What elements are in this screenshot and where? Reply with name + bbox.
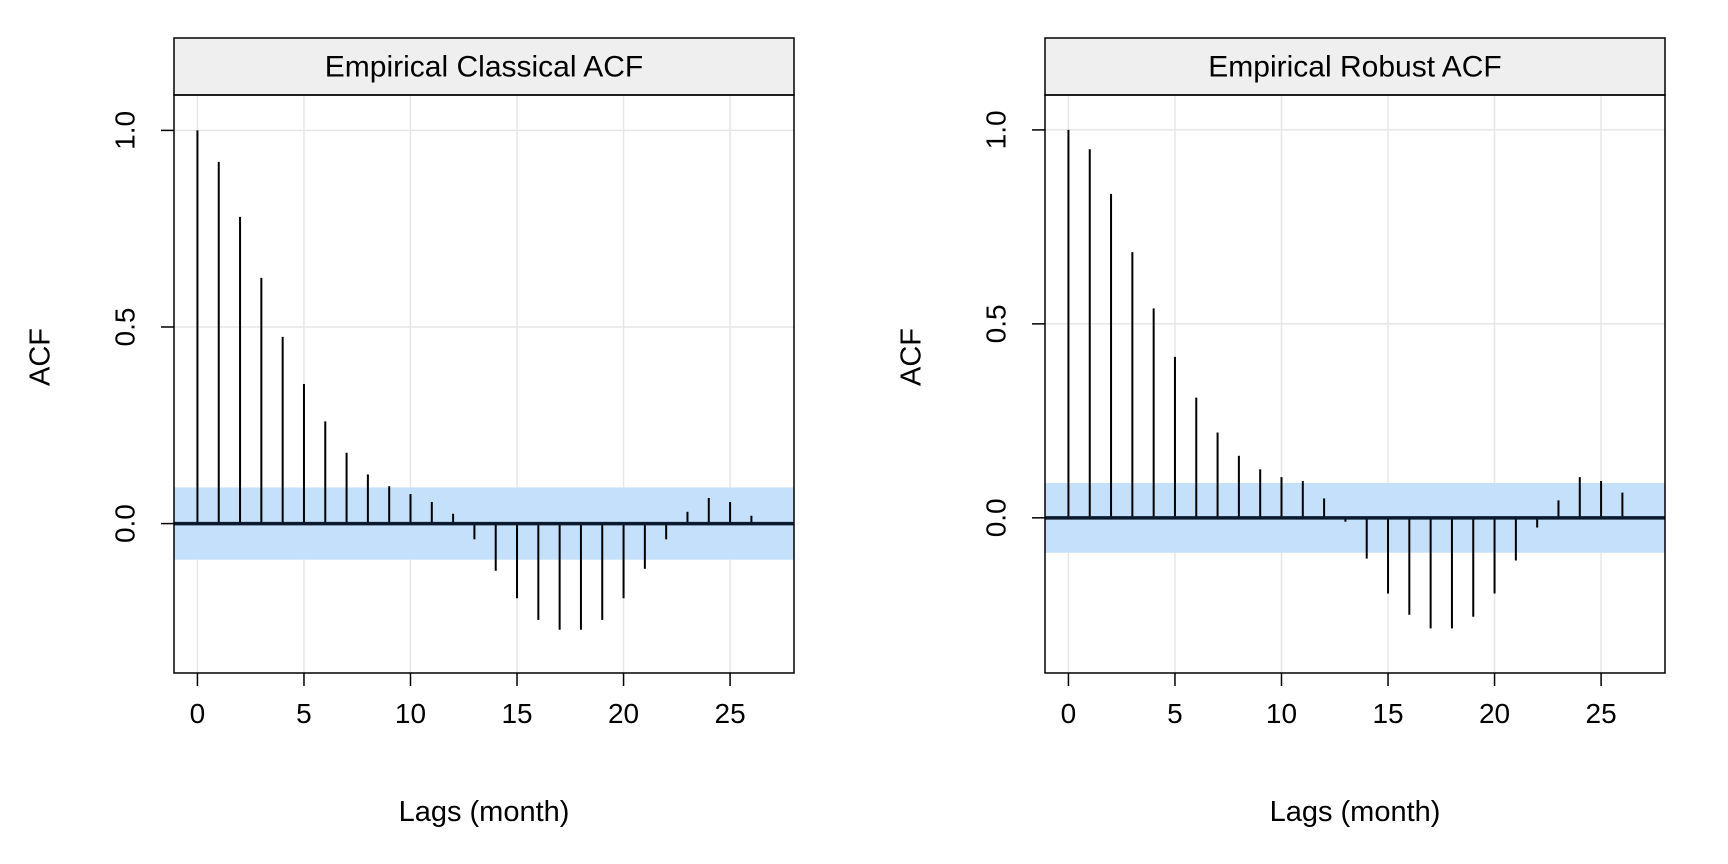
x-tick-label: 5: [1167, 698, 1183, 729]
chart-panel-1: Empirical Classical ACF 0 5 10 15 20 25 0.0 0.5 1…: [25, 37, 795, 828]
chart-panel-2: Empirical Robust ACF 0 5 10 15 20 25 0.0 0.5 1.0 L…: [896, 37, 1666, 828]
y-tick-label: 0.0: [980, 498, 1011, 537]
x-axis-title: Lags (month): [1270, 796, 1441, 828]
x-tick-label: 10: [1266, 698, 1297, 729]
x-tick-label: 0: [190, 698, 206, 729]
y-tick-label: 1.0: [109, 111, 140, 150]
x-tick-label: 20: [1479, 698, 1510, 729]
y-axis-title: ACF: [25, 328, 57, 386]
plot-frame: [173, 94, 795, 674]
x-axis-title: Lags (month): [399, 796, 570, 828]
x-tick-label: 15: [1372, 698, 1403, 729]
panel-strip: [173, 37, 795, 96]
x-tick-label: 20: [608, 698, 639, 729]
y-tick-label: 0.5: [109, 308, 140, 347]
panel-title: Empirical Classical ACF: [325, 51, 643, 84]
x-tick-label: 10: [395, 698, 426, 729]
x-tick-label: 0: [1061, 698, 1077, 729]
x-tick-label: 25: [715, 698, 746, 729]
panel-title: Empirical Robust ACF: [1208, 51, 1501, 84]
plot-frame: [1044, 94, 1666, 674]
y-tick-label: 0.0: [109, 504, 140, 543]
panel-strip: [1044, 37, 1666, 96]
x-tick-label: 25: [1586, 698, 1617, 729]
x-tick-label: 15: [501, 698, 532, 729]
y-tick-label: 0.5: [980, 304, 1011, 343]
y-tick-label: 1.0: [980, 110, 1011, 149]
y-axis-title: ACF: [896, 328, 928, 386]
x-tick-label: 5: [296, 698, 312, 729]
